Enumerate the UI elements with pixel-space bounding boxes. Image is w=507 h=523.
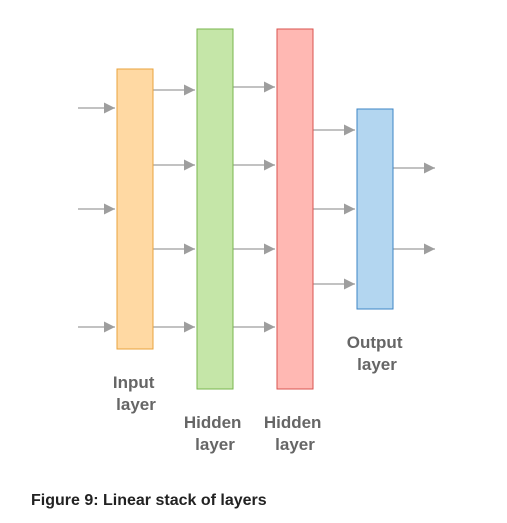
output-layer-label: Output layer [347,333,407,374]
hidden-layer-2-box [276,28,314,390]
input-layer-label: Input layer [113,373,159,414]
hidden-layer-2-label-line1: Hidden [264,413,322,432]
output-layer-label-line2: layer [357,355,397,374]
hidden-layer-1-label-line2: layer [195,435,235,454]
input-layer-label-line2: layer [116,395,156,414]
hidden-layer-1-box [196,28,234,390]
hidden-layer-1-label: Hidden layer [184,413,246,454]
input-layer-box [116,68,154,350]
hidden2-to-output-arrows [313,124,355,290]
output-layer-label-line1: Output [347,333,403,352]
hidden-layer-2-label-line2: layer [275,435,315,454]
output-arrows [393,162,435,255]
hidden1-to-hidden2-arrows [233,81,275,333]
hidden-layer-1-label-line1: Hidden [184,413,242,432]
input-layer-label-line1: Input [113,373,155,392]
output-layer-box [356,108,394,310]
input-arrows [78,102,115,333]
figure-caption: Figure 9: Linear stack of layers [31,492,267,509]
input-to-hidden1-arrows [153,84,195,333]
hidden-layer-2-label: Hidden layer [264,413,326,454]
